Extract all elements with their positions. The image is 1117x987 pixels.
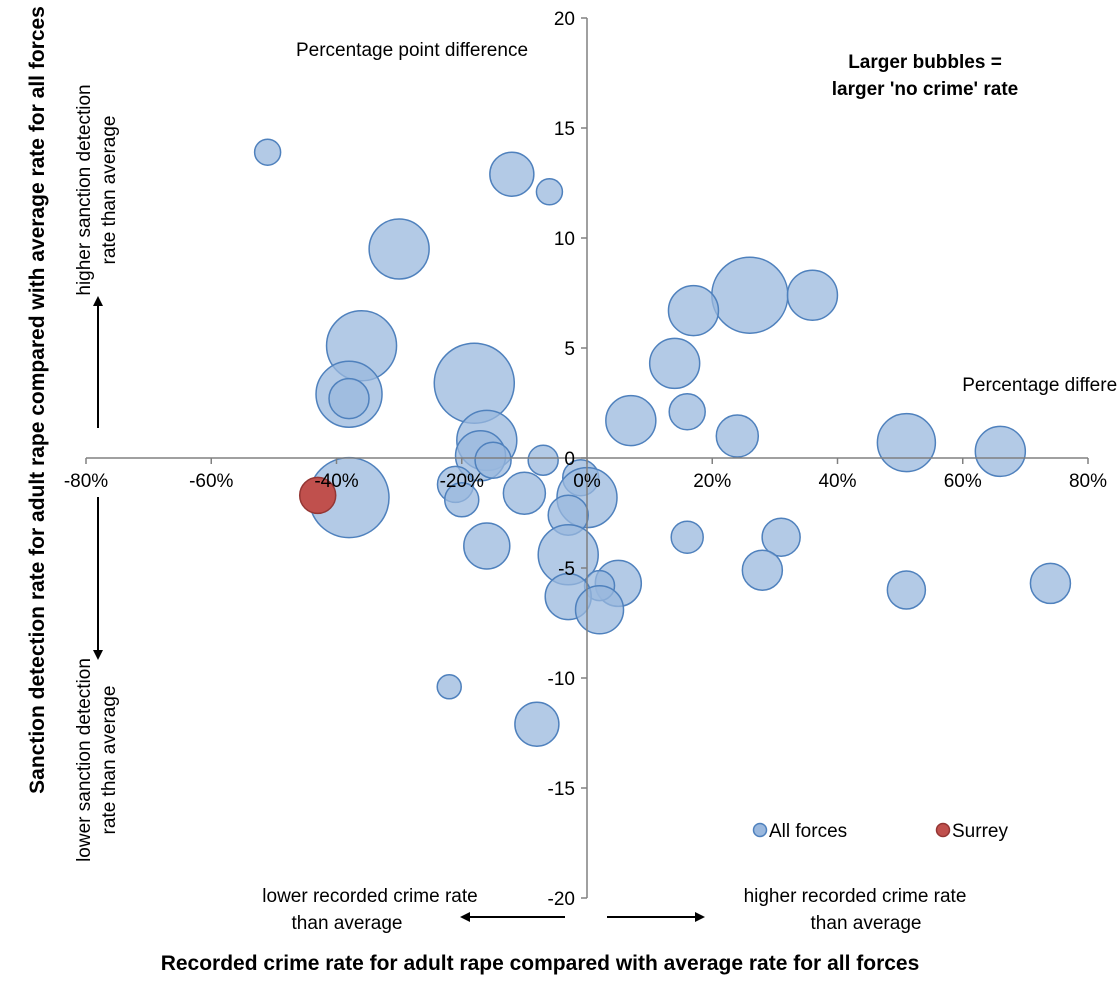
bubble-all-forces [463, 522, 511, 570]
bottom-left-note-line2: than average [292, 913, 403, 934]
bubbles-layer [253, 138, 1072, 747]
legend-label-all-forces: All forces [769, 821, 847, 842]
x-tick-label: -40% [314, 471, 358, 492]
bubble-all-forces [761, 517, 801, 557]
bubble-all-forces [670, 520, 704, 554]
y-unit-note: Percentage point difference [296, 40, 528, 61]
y-tick-label: 10 [554, 229, 575, 250]
x-tick-label: 60% [944, 471, 982, 492]
bubble-all-forces [433, 342, 516, 424]
x-tick-label: -60% [189, 471, 233, 492]
bubble-all-forces [368, 218, 430, 280]
bubble-note-line2: larger 'no crime' rate [832, 79, 1018, 100]
y-tick-label: -10 [548, 669, 575, 690]
x-axis-title: Recorded crime rate for adult rape compa… [161, 952, 920, 975]
y-tick-label: -15 [548, 779, 575, 800]
legend: All forces Surrey [752, 821, 1008, 842]
x-tick-label: 0% [573, 471, 601, 492]
y-tick-label: -5 [558, 559, 575, 580]
upper-left-note-line1: higher sanction detection [74, 84, 95, 295]
bubble-all-forces [253, 138, 282, 166]
axes-layer: -80% -60% -40% -20% 0% 20% 40% 60% 80% -20 -15 -10… [64, 9, 1107, 910]
lower-left-note-line2: rate than average [99, 686, 120, 835]
bubble-note-line1: Larger bubbles = [848, 52, 1002, 73]
x-tick-label: -80% [64, 471, 108, 492]
bubble-all-forces [668, 393, 706, 431]
bubble-all-forces [328, 377, 370, 420]
y-axis-title: Sanction detection rate for adult rape c… [26, 6, 49, 794]
x-unit-note: Percentage difference [962, 375, 1117, 396]
bubble-all-forces [886, 570, 927, 610]
bubble-all-forces [711, 256, 789, 334]
y-tick-label: 15 [554, 119, 575, 140]
y-tick-label: 0 [564, 449, 575, 470]
bubble-all-forces [514, 701, 560, 747]
x-tick-label: -20% [440, 471, 484, 492]
bubble-all-forces [974, 425, 1027, 478]
bottom-right-note-line1: higher recorded crime rate [744, 886, 967, 907]
y-tick-label: 5 [564, 339, 575, 360]
upper-left-note-line2: rate than average [99, 116, 120, 265]
bubble-all-forces [786, 269, 839, 321]
x-tick-label: 40% [818, 471, 856, 492]
x-ticks: -80% -60% -40% -20% 0% 20% 40% 60% 80% [64, 458, 1107, 492]
bubble-all-forces [605, 394, 657, 447]
bubble-all-forces [667, 284, 720, 337]
y-tick-label: 20 [554, 9, 575, 30]
bottom-right-note-line2: than average [811, 913, 922, 934]
y-ticks: -20 -15 -10 -5 0 5 10 15 20 [548, 9, 587, 910]
lower-left-note-line1: lower sanction detection [74, 658, 95, 862]
legend-marker-all-forces [752, 822, 768, 838]
y-tick-label: -20 [548, 889, 575, 910]
bubble-all-forces [444, 482, 480, 518]
bottom-left-note-line1: lower recorded crime rate [262, 886, 477, 907]
bubble-all-forces [876, 412, 937, 473]
bubble-all-forces [502, 471, 547, 515]
bubble-all-forces [574, 585, 625, 635]
x-tick-label: 80% [1069, 471, 1107, 492]
legend-marker-surrey [935, 822, 951, 838]
x-tick-label: 20% [693, 471, 731, 492]
bubble-all-forces [489, 151, 535, 197]
bubble-all-forces [715, 414, 760, 458]
legend-label-surrey: Surrey [952, 821, 1008, 842]
bubble-all-forces [1029, 562, 1072, 605]
bubble-all-forces [527, 444, 559, 476]
bubble-all-forces [741, 549, 784, 591]
bubble-all-forces [436, 674, 462, 700]
bubble-surrey [298, 476, 337, 515]
bubble-all-forces [474, 441, 512, 479]
bubble-all-forces [648, 337, 701, 390]
bubble-all-forces [535, 178, 564, 206]
